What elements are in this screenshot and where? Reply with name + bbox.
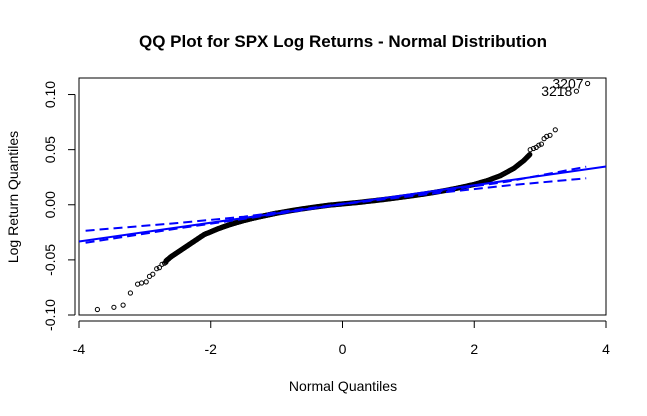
data-point <box>143 279 149 285</box>
tail-points <box>94 80 591 313</box>
data-point <box>94 306 101 313</box>
data-point <box>530 145 537 152</box>
x-tick-label: -2 <box>205 341 218 357</box>
x-tick-label: 2 <box>470 341 478 357</box>
data-point <box>552 127 558 133</box>
outlier-label: 3207 <box>552 76 583 92</box>
y-tick-label: 0.05 <box>42 136 58 163</box>
body-points <box>163 151 533 264</box>
data-point <box>585 80 591 87</box>
x-axis-label: Normal Quantiles <box>289 378 397 394</box>
data-point <box>544 133 550 139</box>
y-tick-label: -0.10 <box>42 299 58 331</box>
plot-frame <box>78 77 607 316</box>
data-point <box>536 142 542 148</box>
x-axis: -4 -2 0 2 4 <box>73 320 610 357</box>
y-tick-label: -0.05 <box>42 244 58 276</box>
data-point <box>154 266 160 272</box>
outlier-label: 3218 <box>541 83 572 99</box>
data-point <box>547 132 553 138</box>
x-tick-label: -4 <box>73 341 86 357</box>
data-point <box>163 259 169 265</box>
data-point <box>139 280 145 286</box>
y-tick-label: 0.10 <box>42 81 58 108</box>
data-point <box>538 141 545 147</box>
data-point <box>159 261 165 267</box>
y-axis-label: Log Return Quantiles <box>5 131 21 263</box>
confidence-band-upper <box>85 165 587 232</box>
data-point <box>120 302 126 308</box>
y-axis: -0.10 -0.05 0.00 0.05 0.10 <box>42 81 76 331</box>
x-tick-label: 4 <box>602 341 610 357</box>
data-point <box>127 290 133 296</box>
data-point <box>527 151 533 158</box>
confidence-band-lower <box>85 177 587 244</box>
x-tick-label: 0 <box>339 341 347 357</box>
data-point <box>150 271 156 277</box>
data-point <box>573 88 580 94</box>
data-point <box>111 304 117 310</box>
y-tick-label: 0.00 <box>42 191 58 218</box>
chart-title: QQ Plot for SPX Log Returns - Normal Dis… <box>139 32 547 51</box>
data-point <box>156 265 162 271</box>
